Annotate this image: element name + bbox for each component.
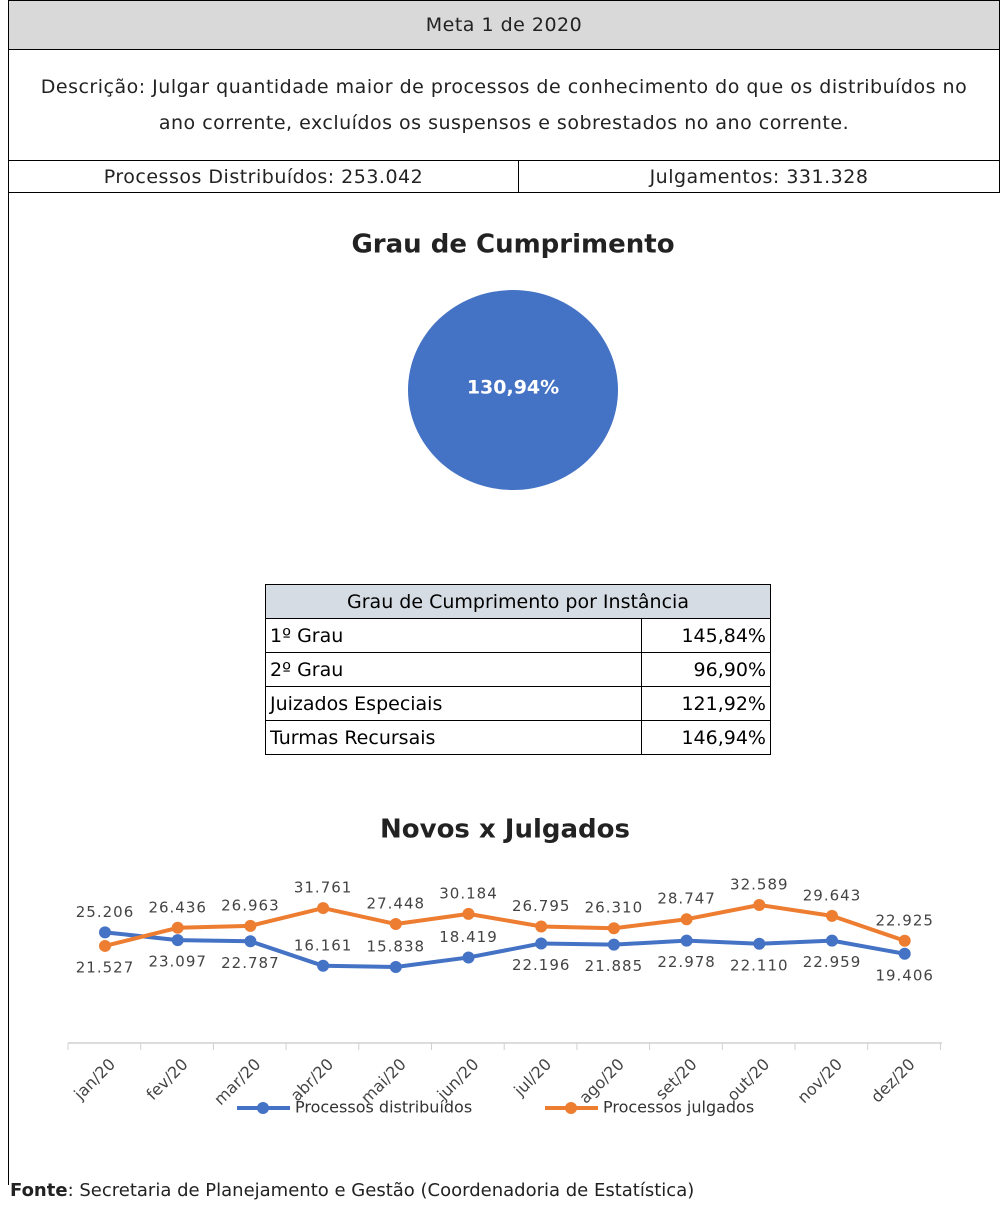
x-tick-label: dez/20 — [867, 1055, 919, 1107]
point — [99, 926, 111, 939]
description: Descrição: Julgar quantidade maior de pr… — [8, 49, 1000, 161]
border-line — [8, 192, 9, 1185]
x-tick-label: nov/20 — [794, 1055, 846, 1107]
value-label: 30.184 — [439, 884, 498, 902]
table-row: 2º Grau 96,90% — [265, 652, 771, 687]
table-body: 1º Grau 145,84% 2º Grau 96,90% Juizados Espe… — [265, 618, 771, 755]
value-label: 21.527 — [76, 958, 135, 976]
pie-slice — [408, 290, 618, 490]
point — [680, 934, 693, 947]
value-label: 22.959 — [803, 953, 862, 971]
legend-marker — [257, 1102, 269, 1114]
footer-label: Fonte — [10, 1180, 68, 1201]
value-label: 26.795 — [512, 897, 571, 915]
table-cell: 121,92% — [641, 686, 771, 721]
chart-title: Novos x Julgados — [380, 815, 630, 845]
value-label: 29.643 — [803, 886, 862, 904]
x-tick-label: fev/20 — [142, 1055, 191, 1104]
value-label: 22.196 — [512, 956, 571, 974]
point — [244, 919, 257, 932]
point — [535, 920, 548, 933]
point — [826, 934, 838, 947]
point — [317, 902, 330, 915]
value-label: 31.761 — [294, 879, 353, 897]
value-label: 19.406 — [875, 966, 934, 984]
value-label: 26.963 — [221, 896, 280, 914]
point — [317, 959, 330, 972]
table-row: Turmas Recursais 146,94% — [265, 720, 771, 755]
point — [171, 921, 184, 934]
value-label: 23.097 — [148, 953, 207, 971]
title: Meta 1 de 2020 — [8, 0, 1000, 50]
table-cell: 146,94% — [641, 720, 771, 755]
value-label: 15.838 — [367, 938, 426, 956]
table-title: Grau de Cumprimento por Instância — [265, 584, 771, 619]
point — [244, 935, 257, 948]
value-label: 22.978 — [657, 953, 716, 971]
legend-label: Processos julgados — [603, 1098, 754, 1117]
x-tick-label: jul/20 — [509, 1055, 555, 1101]
point — [826, 909, 838, 922]
value-label: 28.747 — [657, 890, 716, 908]
table-row: 1º Grau 145,84% — [265, 618, 771, 653]
legend-marker — [565, 1102, 577, 1114]
point — [898, 947, 911, 960]
table-cell: 2º Grau — [265, 652, 642, 687]
point — [680, 913, 693, 926]
line — [104, 930, 906, 969]
footer-text: : Secretaria de Planejamento e Gestão (C… — [67, 1180, 695, 1201]
x-tick-label: set/20 — [652, 1055, 701, 1104]
value-label: 22.110 — [730, 956, 789, 974]
point — [462, 951, 475, 964]
footer: Fonte: Secretaria de Planejamento e Gest… — [10, 1180, 694, 1201]
value-label: 22.787 — [221, 954, 280, 972]
value-label: 32.589 — [730, 876, 789, 894]
value-label: 26.310 — [585, 899, 644, 917]
point — [462, 907, 475, 920]
line — [104, 903, 906, 948]
point — [753, 899, 766, 911]
point — [171, 934, 184, 947]
table-cell: Turmas Recursais — [265, 720, 642, 755]
table: Grau de Cumprimento por Instância 1º Gra… — [265, 584, 771, 755]
point — [898, 934, 911, 947]
point — [753, 937, 766, 950]
point — [535, 937, 548, 950]
value-label: 27.448 — [367, 895, 426, 913]
legend-label: Processos distribuídos — [295, 1098, 472, 1117]
table-cell: 96,90% — [641, 652, 771, 687]
value-label: 130,94% — [467, 377, 559, 399]
x-tick-label: mar/20 — [210, 1055, 264, 1109]
point — [389, 918, 402, 931]
table-cell: 1º Grau — [265, 618, 642, 653]
value-label: 26.436 — [148, 898, 207, 916]
value-label: 18.419 — [439, 928, 498, 946]
point — [99, 939, 111, 952]
chart-title: Grau de Cumprimento — [351, 230, 674, 260]
value-label: 22.925 — [875, 911, 934, 929]
value-label: 16.161 — [294, 936, 353, 954]
point — [607, 922, 620, 935]
judgments: Julgamentos: 331.328 — [518, 160, 1000, 193]
value-label: 21.885 — [585, 957, 644, 975]
point — [607, 938, 620, 951]
value-label: 25.206 — [76, 903, 135, 921]
point — [389, 961, 402, 973]
x-tick-label: jan/20 — [69, 1055, 119, 1105]
